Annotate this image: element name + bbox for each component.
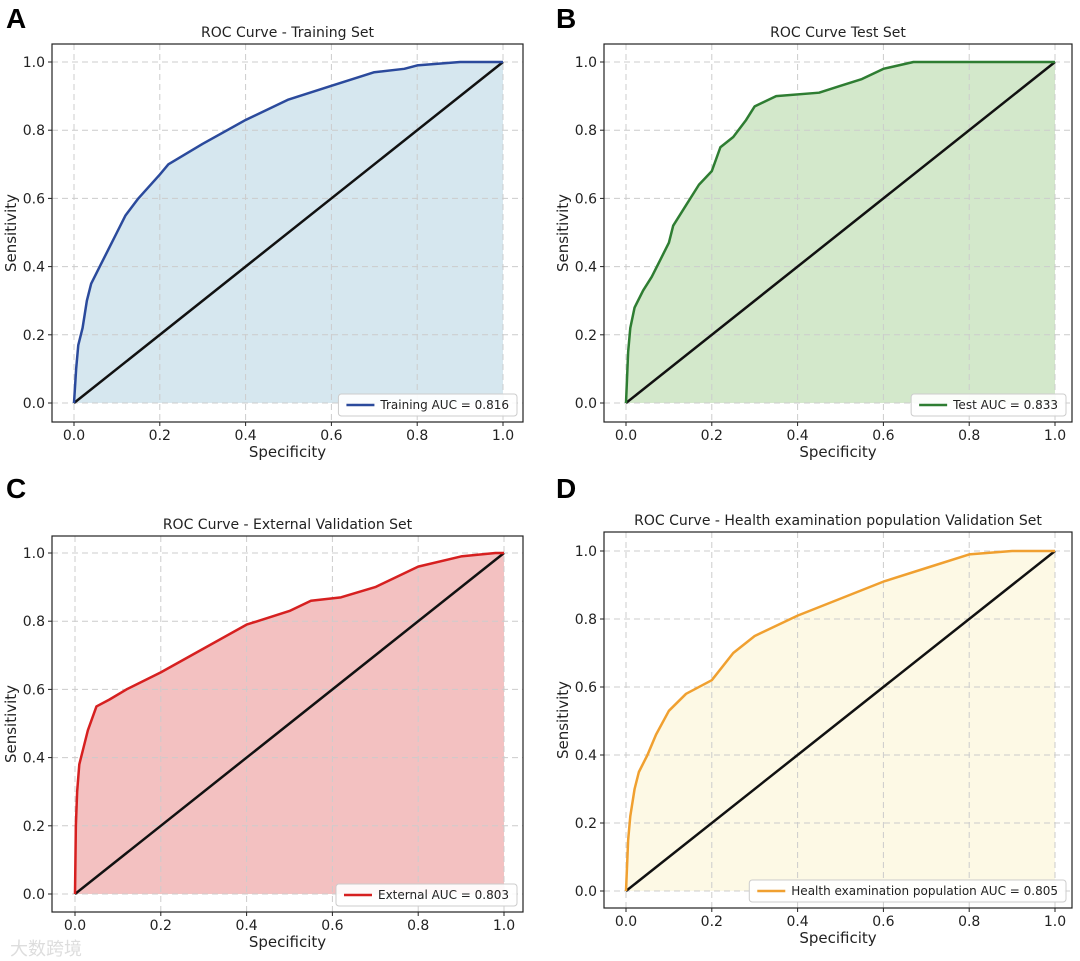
- legend-box: [910, 393, 1067, 417]
- panel-letter: A: [6, 3, 26, 34]
- legend-box: [335, 883, 518, 907]
- roc-panel-c: C ROC Curve - External Validation Set 0.0 0…: [2, 473, 524, 951]
- x-tick-label: 0.2: [149, 428, 171, 444]
- reference-diagonal: [625, 61, 1056, 404]
- x-tick-label: 0.8: [958, 428, 980, 444]
- y-axis-label: Sensitivity: [554, 194, 572, 272]
- y-tick-label: 0.8: [23, 614, 45, 630]
- axes-frame: [51, 43, 524, 423]
- chart-title: ROC Curve - Training Set: [201, 25, 374, 41]
- y-axis-label: Sensitivity: [2, 194, 20, 272]
- reference-diagonal: [625, 550, 1056, 892]
- x-tick-label: 0.0: [615, 428, 637, 444]
- legend: Training AUC = 0.816: [337, 393, 518, 417]
- y-tick-label: 1.0: [23, 55, 45, 71]
- legend-box: [337, 393, 518, 417]
- x-tick-label: 0.8: [958, 914, 980, 930]
- y-tick-label: 0.2: [575, 328, 597, 344]
- x-tick-label: 0.2: [150, 918, 172, 934]
- y-tick-label: 1.0: [575, 55, 597, 71]
- x-tick-label: 0.4: [235, 918, 257, 934]
- y-tick-label: 0.2: [575, 816, 597, 832]
- panel-letter: B: [556, 3, 576, 34]
- watermark: 大数跨境: [10, 939, 82, 957]
- x-tick-label: 0.2: [701, 914, 723, 930]
- x-axis-label: Specificity: [249, 443, 326, 461]
- y-axis-label: Sensitivity: [554, 681, 572, 759]
- y-axis-label: Sensitivity: [2, 685, 20, 763]
- roc-curve-line: [73, 551, 504, 895]
- legend: External AUC = 0.803: [335, 883, 518, 907]
- axes-frame: [603, 531, 1073, 909]
- y-tick-label: 0.6: [575, 680, 597, 696]
- y-tick-label: 0.6: [575, 191, 597, 207]
- y-tick-label: 0.0: [575, 884, 597, 900]
- x-axis-label: Specificity: [799, 929, 876, 947]
- roc-curve-line: [72, 60, 503, 404]
- y-tick-label: 0.4: [23, 751, 45, 767]
- legend-box: [748, 879, 1067, 903]
- roc-panel-d: D ROC Curve - Health examination populati…: [554, 473, 1073, 947]
- reference-diagonal: [74, 552, 505, 895]
- panel-letter: D: [556, 473, 576, 504]
- y-tick-label: 1.0: [23, 546, 45, 562]
- y-tick-label: 0.0: [23, 887, 45, 903]
- legend-label: Health examination population AUC = 0.80…: [791, 884, 1058, 898]
- x-tick-label: 0.4: [786, 428, 808, 444]
- y-tick-label: 0.8: [575, 123, 597, 139]
- legend: Test AUC = 0.833: [910, 393, 1067, 417]
- y-tick-label: 0.2: [23, 328, 45, 344]
- y-tick-label: 1.0: [575, 544, 597, 560]
- x-tick-label: 0.8: [407, 918, 429, 934]
- y-tick-label: 0.4: [575, 260, 597, 276]
- y-tick-label: 0.6: [23, 191, 45, 207]
- x-tick-label: 0.0: [64, 918, 86, 934]
- x-tick-label: 0.0: [63, 428, 85, 444]
- roc-curve-line: [624, 60, 1055, 404]
- y-tick-label: 0.8: [575, 612, 597, 628]
- x-tick-label: 0.4: [234, 428, 256, 444]
- legend-label: Training AUC = 0.816: [379, 398, 509, 412]
- y-tick-label: 0.4: [575, 748, 597, 764]
- axes-frame: [51, 535, 524, 913]
- x-tick-label: 0.2: [701, 428, 723, 444]
- chart-title: ROC Curve - Health examination populatio…: [634, 513, 1042, 529]
- x-tick-label: 1.0: [1044, 914, 1066, 930]
- roc-curve-line: [624, 549, 1055, 892]
- roc-panel-b: B ROC Curve Test Set 0.0 0.2 0.4 0.6 0.8 1.0 0.0…: [554, 3, 1073, 461]
- x-tick-label: 1.0: [492, 428, 514, 444]
- x-tick-label: 0.6: [320, 428, 342, 444]
- legend: Health examination population AUC = 0.80…: [748, 879, 1067, 903]
- x-tick-label: 0.4: [786, 914, 808, 930]
- reference-diagonal: [73, 61, 504, 404]
- x-tick-label: 0.8: [406, 428, 428, 444]
- y-tick-label: 0.4: [23, 260, 45, 276]
- legend-label: Test AUC = 0.833: [952, 398, 1058, 412]
- x-axis-label: Specificity: [799, 443, 876, 461]
- axes-frame: [603, 43, 1073, 423]
- roc-panel-a: A ROC Curve - Training Set 0.0 0.2 0.4 0.6 0.8…: [2, 3, 524, 461]
- x-tick-label: 1.0: [493, 918, 515, 934]
- x-tick-label: 1.0: [1044, 428, 1066, 444]
- x-tick-label: 0.6: [321, 918, 343, 934]
- x-tick-label: 0.6: [872, 428, 894, 444]
- panel-letter: C: [6, 473, 26, 504]
- x-tick-label: 0.0: [615, 914, 637, 930]
- legend-label: External AUC = 0.803: [378, 888, 509, 902]
- y-tick-label: 0.0: [23, 396, 45, 412]
- x-axis-label: Specificity: [249, 933, 326, 951]
- y-tick-label: 0.6: [23, 682, 45, 698]
- y-tick-label: 0.0: [575, 396, 597, 412]
- y-tick-label: 0.2: [23, 819, 45, 835]
- chart-title: ROC Curve - External Validation Set: [163, 517, 413, 533]
- x-tick-label: 0.6: [872, 914, 894, 930]
- chart-title: ROC Curve Test Set: [770, 25, 906, 41]
- y-tick-label: 0.8: [23, 123, 45, 139]
